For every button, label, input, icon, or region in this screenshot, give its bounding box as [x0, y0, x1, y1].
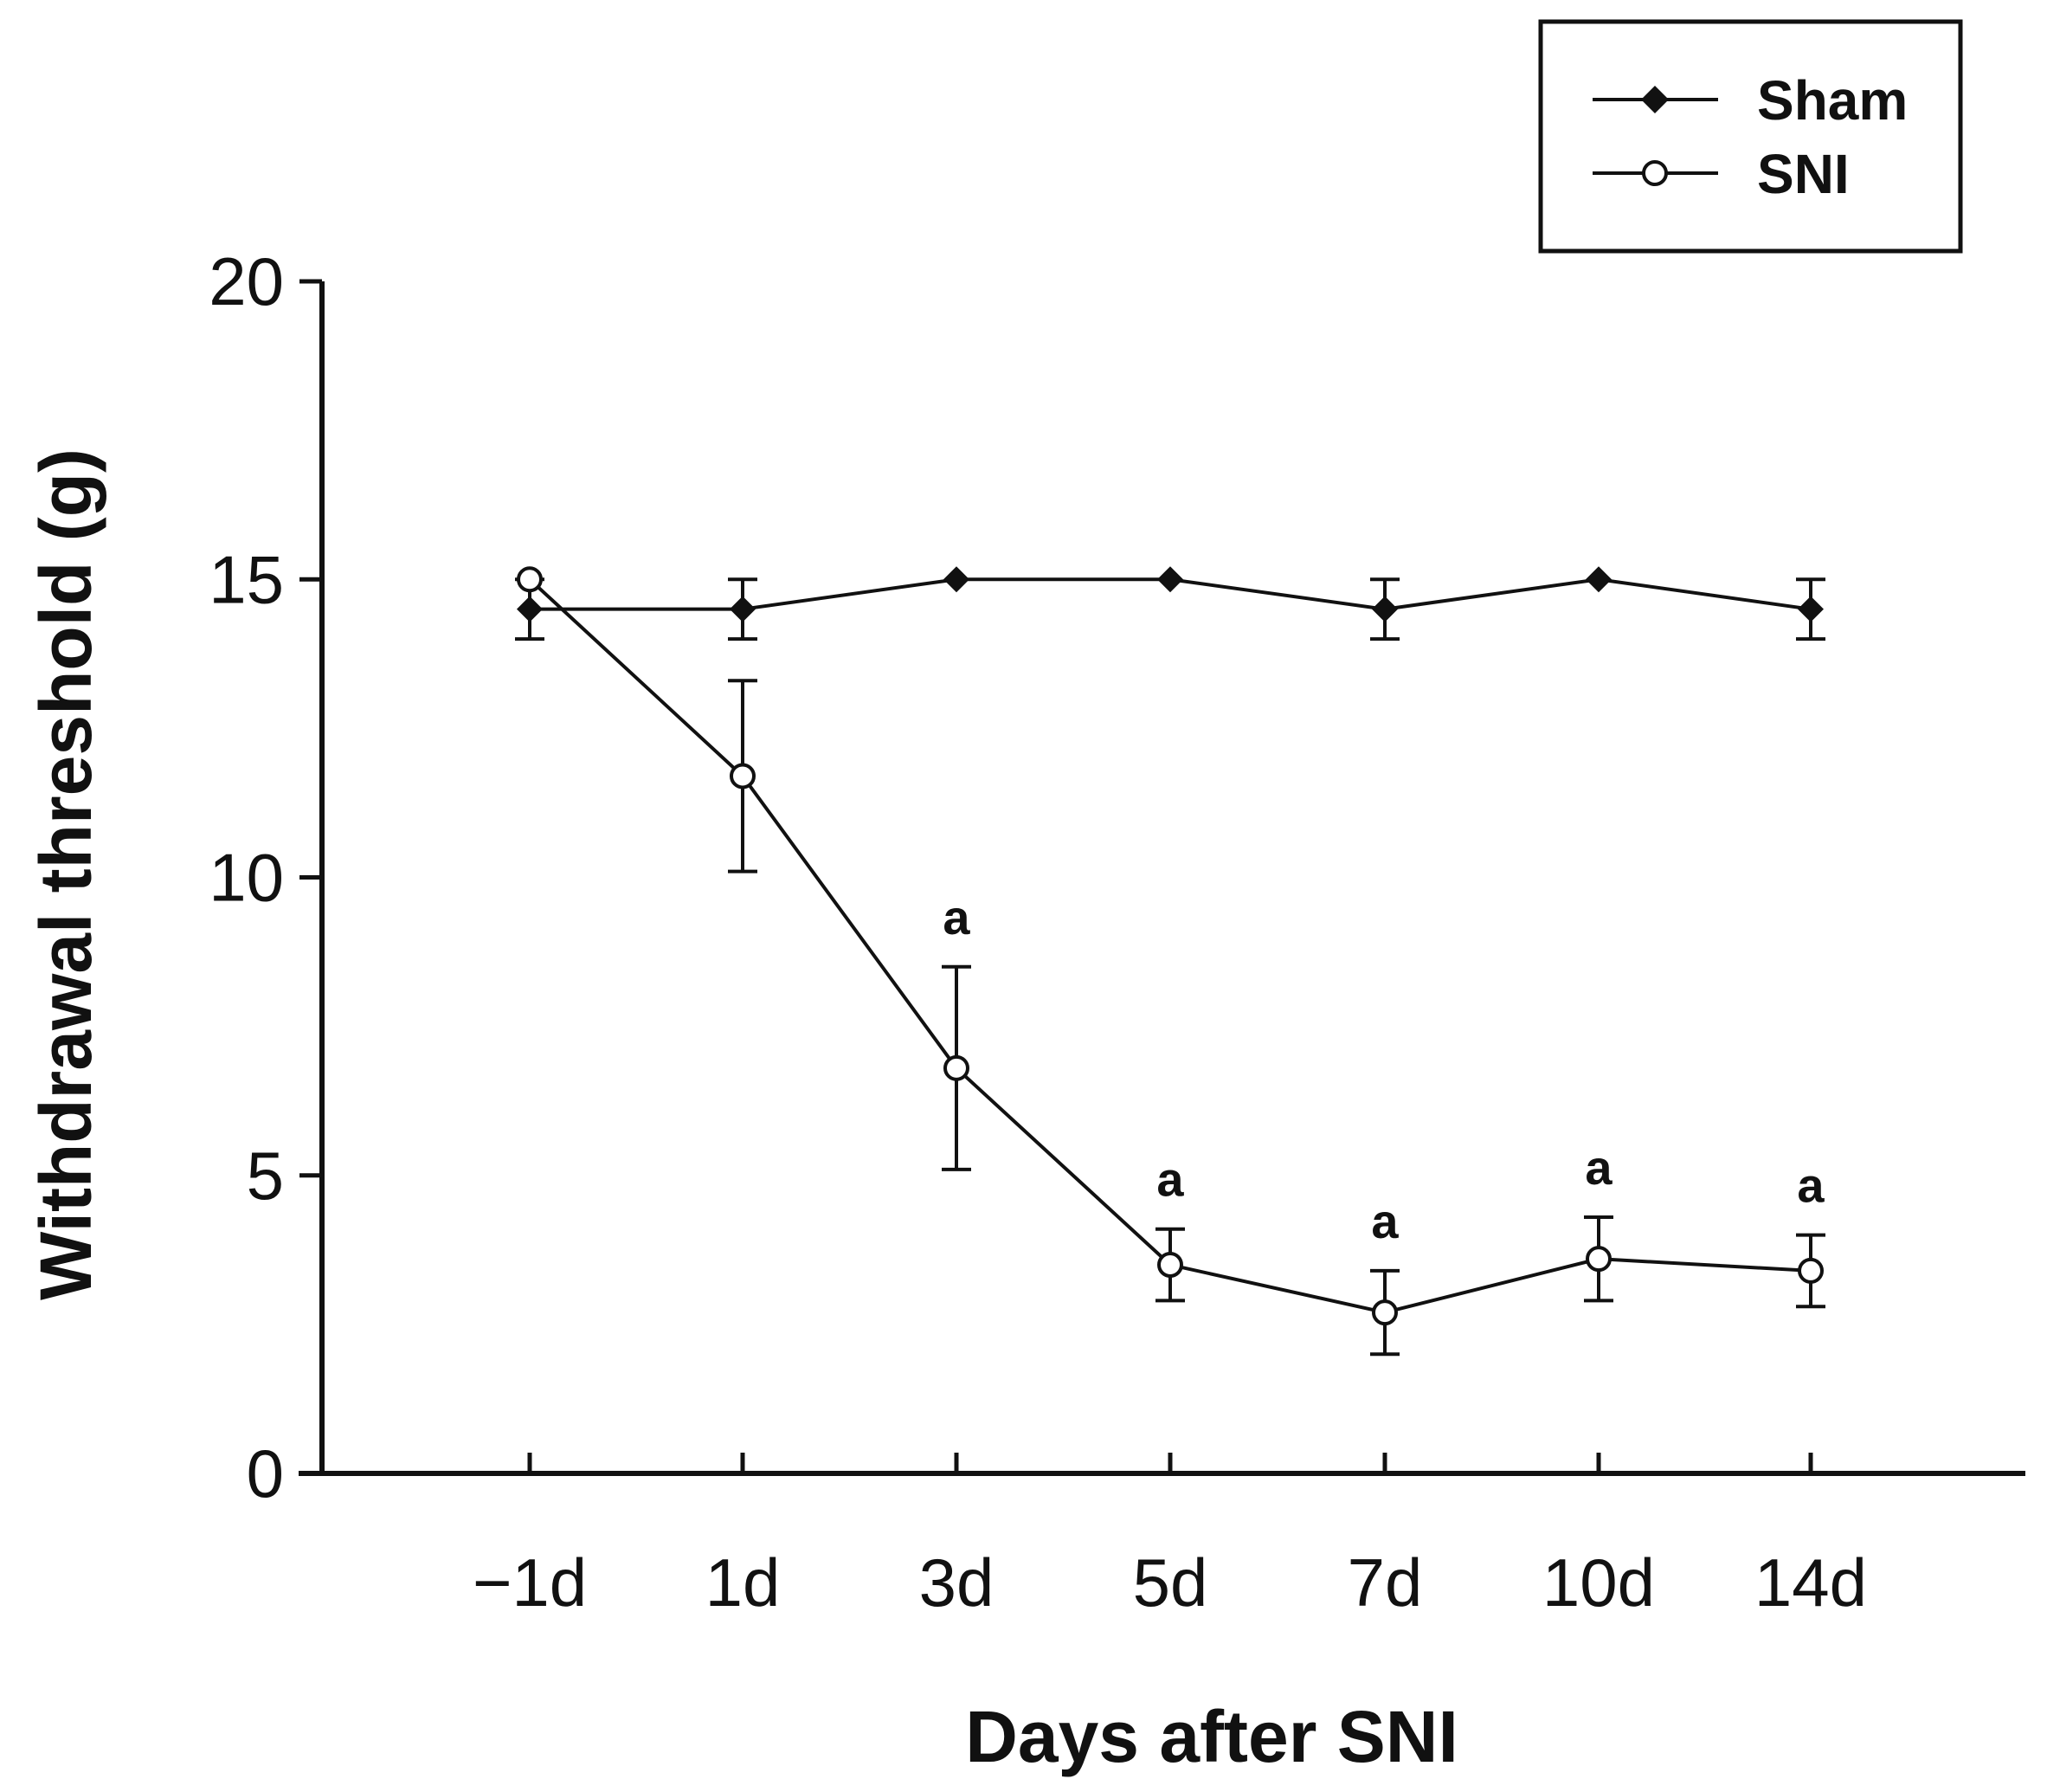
significance-label: a: [1371, 1194, 1399, 1248]
legend-box: [1538, 19, 1963, 254]
significance-label: a: [1156, 1152, 1184, 1207]
x-tick-label: 14d: [1754, 1544, 1867, 1621]
y-axis-title: Withdrawal threshold (g): [25, 448, 106, 1300]
data-point: [1157, 1252, 1183, 1279]
series-layer: [515, 566, 1825, 1357]
significance-label: a: [1585, 1140, 1612, 1195]
x-tick-label: 5d: [1133, 1544, 1208, 1621]
data-point: [730, 596, 756, 622]
annotation-layer: a a a a a: [943, 890, 1825, 1248]
y-ticks: 0 5 10 15 20: [209, 243, 322, 1512]
data-point: [1798, 1257, 1824, 1284]
x-tick-label: 3d: [919, 1544, 995, 1621]
data-point: [943, 566, 969, 593]
data-point: [1372, 1299, 1398, 1326]
y-tick-label: 5: [247, 1138, 284, 1214]
legend-label-sham: Sham: [1757, 69, 1908, 132]
y-tick-label: 20: [209, 243, 284, 319]
data-point: [1586, 566, 1612, 593]
legend-sham-marker: [1641, 86, 1669, 113]
x-ticks: −1d 1d 3d 5d 7d 10d 14d: [473, 1453, 1867, 1621]
data-point: [730, 763, 756, 790]
significance-label: a: [943, 890, 970, 944]
y-tick-label: 0: [247, 1435, 284, 1512]
markers-sham: [517, 566, 1824, 622]
x-tick-label: 1d: [705, 1544, 781, 1621]
markers-sni: [517, 566, 1824, 1326]
legend-sni-marker: [1642, 160, 1668, 186]
data-point: [1586, 1246, 1612, 1273]
data-point: [1798, 596, 1824, 622]
x-axis-title: Days after SNI: [965, 1696, 1458, 1777]
data-point: [943, 1054, 969, 1081]
data-point: [517, 596, 543, 622]
x-tick-label: 10d: [1542, 1544, 1655, 1621]
legend: Sham SNI: [1538, 19, 1963, 254]
significance-label: a: [1797, 1158, 1825, 1213]
x-tick-label: −1d: [473, 1544, 587, 1621]
x-tick-label: 7d: [1348, 1544, 1423, 1621]
y-tick-label: 10: [209, 840, 284, 916]
data-point: [1372, 596, 1398, 622]
data-point: [1157, 566, 1183, 593]
data-point: [517, 566, 543, 593]
legend-label-sni: SNI: [1757, 143, 1850, 205]
y-tick-label: 15: [209, 541, 284, 617]
